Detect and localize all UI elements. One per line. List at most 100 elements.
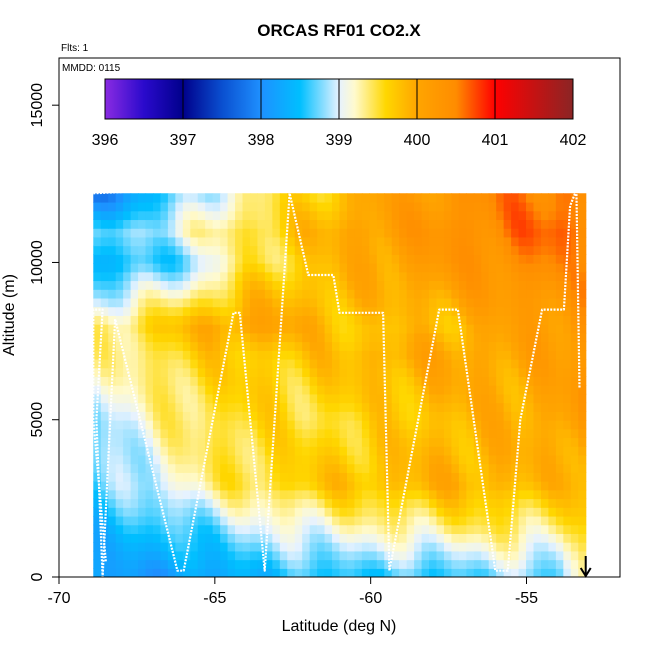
heatmap-cell: [384, 420, 393, 430]
heatmap-cell: [130, 481, 139, 491]
heatmap-cell: [264, 289, 273, 299]
heatmap-cell: [130, 411, 139, 421]
heatmap-cell: [540, 341, 550, 351]
heatmap-cell: [354, 219, 363, 229]
heatmap-cell: [175, 367, 184, 377]
heatmap-cell: [473, 489, 482, 500]
heatmap-cell: [518, 201, 527, 212]
heatmap-cell: [436, 341, 445, 351]
heatmap-cell: [197, 437, 206, 447]
heatmap-cell: [436, 280, 445, 290]
heatmap-cell: [563, 498, 572, 508]
heatmap-cell: [399, 358, 408, 369]
heatmap-cell: [197, 515, 206, 526]
heatmap-cell: [257, 420, 266, 430]
heatmap-cell: [324, 245, 333, 255]
heatmap-cell: [279, 236, 288, 247]
heatmap-cell: [205, 289, 214, 299]
heatmap-cell: [220, 446, 229, 456]
heatmap-cell: [287, 201, 296, 212]
heatmap-cell: [511, 437, 520, 447]
heatmap-cell: [339, 219, 348, 229]
heatmap-cell: [451, 411, 460, 421]
heatmap-cell: [421, 271, 430, 282]
heatmap-cell: [496, 472, 505, 482]
heatmap-cell: [197, 533, 206, 543]
y-tick-label: 5000: [29, 402, 46, 438]
heatmap-cell: [458, 507, 467, 517]
heatmap-cell: [197, 280, 206, 290]
heatmap-cell: [429, 306, 438, 316]
heatmap-cell: [548, 228, 557, 238]
heatmap-cell: [421, 454, 430, 465]
heatmap-cell: [526, 524, 535, 534]
colorbar-tick-label: 399: [326, 132, 353, 149]
heatmap-cell: [548, 542, 557, 552]
heatmap-cell: [294, 446, 303, 456]
heatmap-cell: [309, 219, 318, 229]
heatmap-cell: [481, 385, 490, 395]
heatmap-cell: [294, 542, 303, 552]
heatmap-cell: [249, 358, 259, 369]
heatmap-cell: [324, 341, 333, 351]
heatmap-cell: [205, 367, 214, 377]
heatmap-cell: [518, 219, 527, 229]
heatmap-cell: [205, 533, 214, 543]
heatmap-cell: [309, 454, 318, 465]
heatmap-cell: [130, 289, 139, 299]
heatmap-cell: [145, 289, 154, 299]
heatmap-cell: [548, 507, 557, 517]
heatmap-cell: [488, 289, 497, 299]
heatmap-cell: [309, 463, 318, 473]
heatmap-cell: [361, 297, 370, 308]
heatmap-cell: [466, 454, 475, 465]
heatmap-cell: [391, 263, 400, 273]
heatmap-cell: [302, 236, 311, 247]
heatmap-cell: [152, 446, 162, 456]
heatmap-cell: [212, 420, 221, 430]
heatmap-cell: [369, 498, 378, 508]
heatmap-cell: [570, 271, 579, 282]
heatmap-cell: [496, 385, 505, 395]
heatmap-cell: [115, 341, 124, 351]
heatmap-cell: [324, 306, 333, 316]
heatmap-cell: [481, 568, 490, 577]
heatmap-cell: [555, 324, 564, 334]
heatmap-cell: [302, 219, 311, 229]
heatmap-cell: [130, 402, 139, 412]
heatmap-cell: [167, 219, 176, 229]
heatmap-cell: [197, 219, 206, 229]
heatmap-cell: [249, 193, 259, 203]
heatmap-cell: [272, 420, 281, 430]
heatmap-cell: [100, 559, 109, 569]
heatmap-cell: [526, 507, 535, 517]
heatmap-cell: [548, 498, 557, 508]
heatmap-cell: [339, 201, 348, 212]
heatmap-cell: [235, 568, 244, 577]
heatmap-cell: [197, 358, 206, 369]
heatmap-cell: [175, 568, 184, 577]
heatmap-cell: [391, 236, 400, 247]
heatmap-cell: [272, 297, 281, 308]
heatmap-cell: [309, 533, 318, 543]
heatmap-cell: [369, 446, 378, 456]
heatmap-cell: [287, 263, 296, 273]
heatmap-cell: [570, 559, 579, 569]
heatmap-cell: [249, 411, 259, 421]
heatmap-cell: [272, 219, 281, 229]
heatmap-cell: [391, 559, 400, 569]
x-axis: -70 -65 -60 -55: [47, 577, 538, 607]
heatmap-cell: [145, 315, 154, 325]
heatmap-cell: [563, 463, 572, 473]
heatmap-cell: [115, 515, 124, 526]
heatmap-cell: [391, 542, 400, 552]
heatmap-cell: [473, 271, 482, 282]
heatmap-cell: [443, 498, 453, 508]
heatmap-cell: [369, 481, 378, 491]
heatmap-cell: [309, 263, 318, 273]
heatmap-cell: [167, 358, 176, 369]
heatmap-cell: [264, 271, 273, 282]
heatmap-cell: [414, 228, 423, 238]
heatmap-cell: [115, 228, 124, 238]
heatmap-cell: [197, 236, 206, 247]
